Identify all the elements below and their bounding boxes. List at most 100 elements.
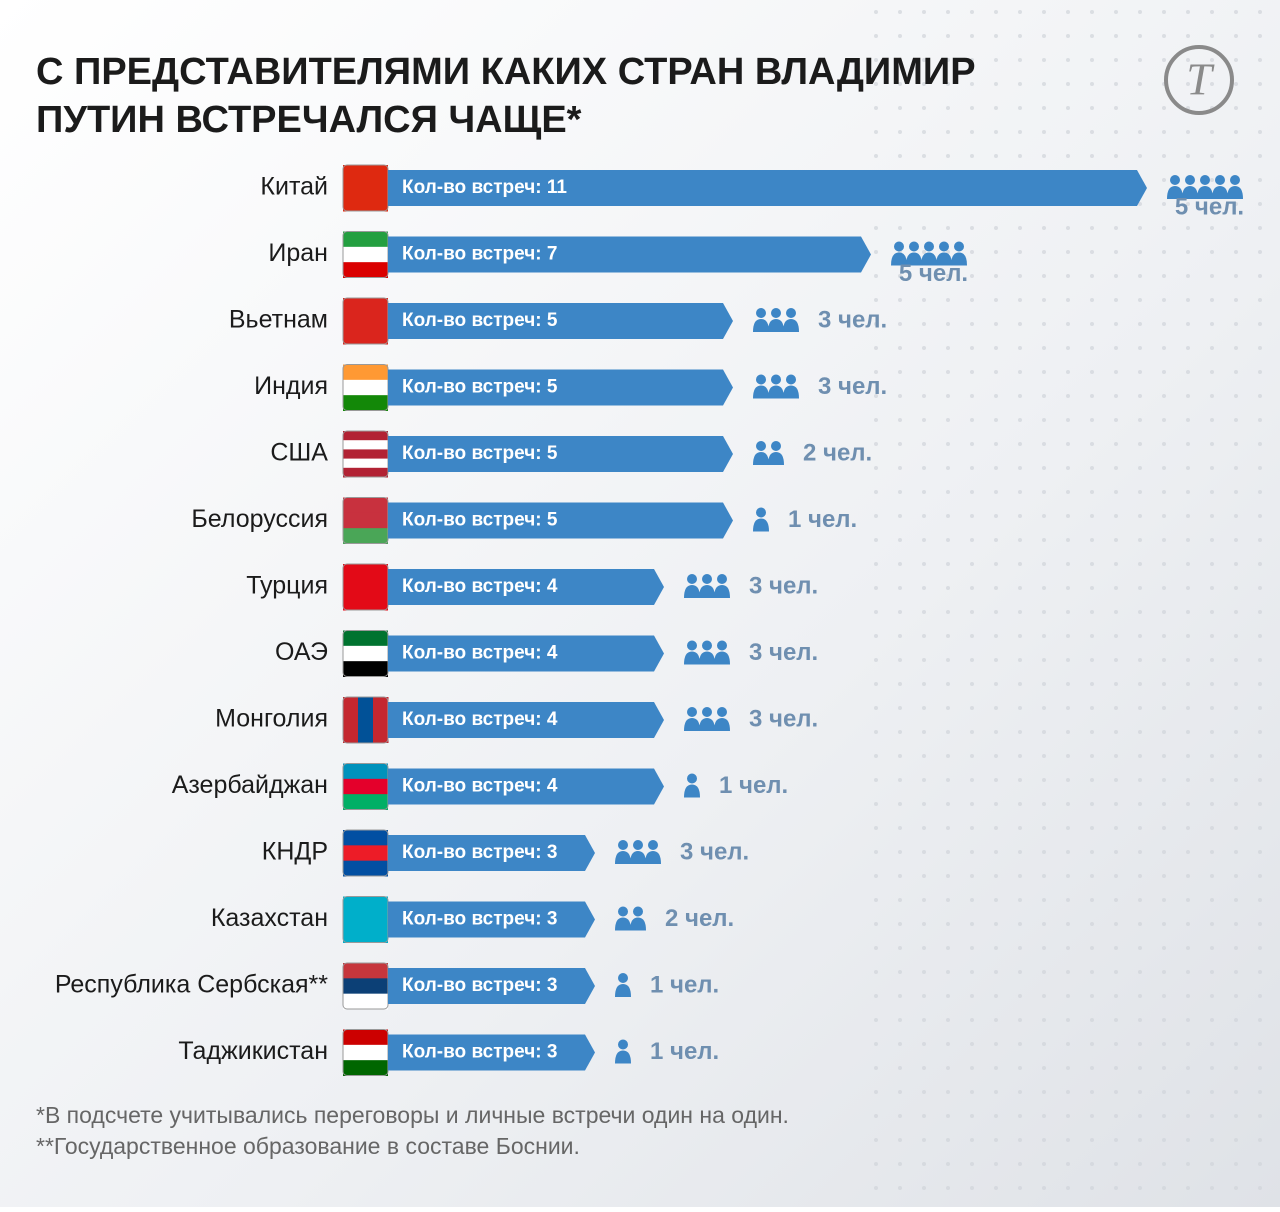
bar bbox=[388, 170, 1147, 206]
person-body bbox=[891, 252, 907, 266]
people-icons bbox=[684, 707, 730, 731]
people-icons bbox=[615, 1039, 631, 1064]
category-label: ОАЭ bbox=[275, 638, 328, 666]
person-head bbox=[756, 374, 766, 385]
person-head bbox=[771, 374, 781, 385]
category-label: КНДР bbox=[262, 838, 328, 866]
flag-stripe bbox=[343, 467, 388, 478]
flag bbox=[342, 430, 389, 478]
category-label: Турция bbox=[246, 572, 328, 600]
person-body bbox=[615, 1050, 631, 1064]
person-head bbox=[618, 973, 628, 983]
person-head bbox=[702, 640, 712, 651]
value-label: Кол-во встреч: 5 bbox=[402, 310, 558, 331]
person-head bbox=[1230, 175, 1240, 185]
people-label: 3 чел. bbox=[749, 572, 818, 599]
flag bbox=[342, 962, 389, 1010]
people-icons bbox=[615, 906, 646, 931]
person-head bbox=[786, 374, 796, 385]
chart-title: С ПРЕДСТАВИТЕЛЯМИ КАКИХ СТРАН ВЛАДИМИР П… bbox=[36, 51, 976, 141]
value-label: Кол-во встреч: 4 bbox=[402, 709, 558, 730]
flag-stripe bbox=[343, 860, 388, 877]
people-label: 1 чел. bbox=[650, 1038, 719, 1065]
person-body bbox=[783, 385, 799, 399]
value-label: Кол-во встреч: 3 bbox=[402, 909, 557, 930]
person-head bbox=[633, 840, 643, 850]
people-label: 3 чел. bbox=[749, 639, 818, 666]
person-body bbox=[753, 385, 769, 399]
svg-text:Т: Т bbox=[1186, 54, 1215, 105]
person-body bbox=[684, 718, 700, 731]
person-body bbox=[1182, 186, 1198, 199]
people-icons bbox=[1167, 175, 1243, 199]
flag bbox=[342, 563, 389, 611]
flag bbox=[342, 763, 389, 810]
flag-stripe bbox=[343, 298, 388, 345]
title-box: С ПРЕДСТАВИТЕЛЯМИ КАКИХ СТРАН ВЛАДИМИР П… bbox=[36, 51, 976, 141]
person-head bbox=[648, 840, 658, 850]
person-head bbox=[687, 707, 697, 717]
value-label: Кол-во встреч: 5 bbox=[402, 377, 558, 398]
flag bbox=[342, 696, 389, 744]
person-head bbox=[702, 707, 712, 717]
person-head bbox=[702, 574, 712, 584]
people-label: 1 чел. bbox=[719, 772, 788, 799]
person-body bbox=[699, 585, 715, 598]
person-body bbox=[1197, 186, 1213, 199]
flag bbox=[342, 231, 389, 278]
flag-stripe bbox=[343, 1060, 388, 1076]
flag-stripe bbox=[343, 395, 388, 411]
flag-stripe bbox=[343, 165, 388, 212]
person-head bbox=[924, 241, 934, 252]
flag-stripe bbox=[343, 845, 388, 862]
person-body bbox=[1167, 186, 1183, 199]
person-body bbox=[768, 319, 784, 332]
person-head bbox=[756, 441, 766, 451]
people-icons bbox=[684, 773, 700, 798]
person-head bbox=[1170, 175, 1180, 185]
category-label: США bbox=[270, 439, 328, 467]
person-body bbox=[645, 851, 661, 864]
person-head bbox=[756, 308, 766, 318]
footnote: **Государственное образование в составе … bbox=[36, 1133, 580, 1159]
flag-stripe bbox=[343, 497, 388, 514]
flag-stripe bbox=[343, 896, 388, 943]
flag-stripe bbox=[343, 963, 388, 979]
flag bbox=[342, 630, 389, 677]
flag-stripe bbox=[343, 528, 388, 544]
flag-stripe bbox=[343, 794, 388, 810]
person-body bbox=[753, 452, 769, 465]
value-label: Кол-во встреч: 3 bbox=[402, 975, 557, 996]
person-body bbox=[714, 718, 730, 731]
people-icons bbox=[753, 507, 769, 532]
flag-stripe bbox=[343, 1029, 388, 1046]
person-body bbox=[699, 651, 715, 665]
flag-stripe bbox=[343, 364, 388, 381]
person-head bbox=[1215, 175, 1225, 185]
category-label: Таджикистан bbox=[178, 1037, 328, 1065]
people-icons bbox=[615, 973, 631, 997]
value-label: Кол-во встреч: 7 bbox=[402, 244, 557, 265]
person-body bbox=[768, 452, 784, 465]
category-label: Монголия bbox=[215, 705, 328, 733]
value-label: Кол-во встреч: 5 bbox=[402, 510, 558, 531]
person-body bbox=[768, 385, 784, 399]
person-head bbox=[954, 241, 964, 252]
person-head bbox=[909, 241, 919, 252]
value-label: Кол-во встреч: 4 bbox=[402, 643, 558, 664]
flag-stripe bbox=[343, 661, 388, 677]
category-label: Вьетнам bbox=[229, 306, 328, 334]
bar bbox=[388, 835, 595, 871]
flag bbox=[342, 164, 389, 212]
person-body bbox=[699, 718, 715, 731]
flag-stripe bbox=[343, 1044, 388, 1061]
person-body bbox=[906, 252, 922, 266]
person-head bbox=[717, 707, 727, 717]
people-icons bbox=[753, 441, 784, 465]
person-head bbox=[687, 773, 697, 784]
people-label: 1 чел. bbox=[788, 506, 857, 533]
flag-stripe bbox=[343, 458, 388, 469]
category-label: Республика Сербская** bbox=[55, 971, 328, 999]
flag-stripe bbox=[343, 512, 388, 529]
person-head bbox=[687, 640, 697, 651]
